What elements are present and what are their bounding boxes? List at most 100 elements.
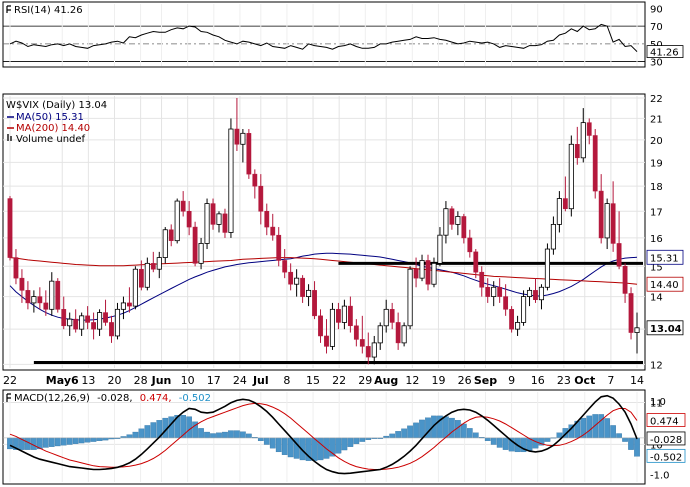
- candle-body: [19, 277, 25, 291]
- candle: [55, 278, 61, 313]
- candle-body: [252, 173, 258, 187]
- candle-body: [210, 203, 216, 225]
- candle-body: [55, 280, 61, 310]
- candle-body: [270, 226, 276, 236]
- candle-body: [401, 325, 407, 344]
- candle-body: [467, 237, 473, 253]
- x-tick-label: 15: [306, 374, 320, 387]
- candle: [568, 135, 574, 217]
- candle: [329, 302, 336, 350]
- candle-body: [222, 213, 228, 233]
- macd-histogram-bar: [383, 435, 390, 439]
- x-tick-label: 26: [458, 374, 472, 387]
- macd-legend-value: -0.028,: [97, 393, 132, 404]
- macd-histogram-bar: [78, 437, 85, 444]
- candle-body: [377, 325, 383, 344]
- macd-histogram-bar: [496, 437, 503, 448]
- x-tick-label: 22: [332, 374, 346, 387]
- candle: [168, 224, 174, 247]
- candle-body: [371, 342, 377, 358]
- candle: [252, 169, 258, 199]
- candle-body: [228, 128, 234, 233]
- candle: [359, 315, 365, 354]
- candle: [389, 302, 395, 330]
- candle: [550, 216, 556, 255]
- candle-body: [544, 248, 550, 288]
- macd-histogram-bar: [460, 423, 467, 439]
- candle: [186, 201, 192, 236]
- candle: [216, 211, 222, 233]
- x-tick-label: May6: [46, 374, 79, 387]
- candle-body: [622, 266, 628, 294]
- x-tick-label: 16: [531, 374, 545, 387]
- rsi-y-tick: 70: [650, 22, 663, 33]
- x-tick-label: Oct: [574, 374, 595, 387]
- candle: [192, 221, 198, 267]
- x-tick-label: 13: [81, 374, 95, 387]
- macd-histogram-bar: [353, 437, 360, 444]
- price-y-tick: 20: [650, 136, 663, 147]
- candle: [210, 198, 216, 230]
- macd-histogram-bar: [269, 437, 276, 449]
- candle: [85, 306, 91, 330]
- x-tick-label: Jul: [252, 374, 269, 387]
- candle: [485, 278, 491, 303]
- macd-histogram-bar: [42, 437, 49, 448]
- macd-histogram-bar: [234, 430, 240, 439]
- macd-histogram-bar: [466, 428, 473, 439]
- candle: [234, 97, 240, 151]
- candle: [455, 211, 461, 236]
- x-tick-label: Aug: [374, 374, 398, 387]
- candle: [574, 126, 580, 165]
- candle-body: [580, 122, 586, 159]
- candle: [395, 312, 401, 350]
- rsi-value-label: 41.26: [650, 48, 679, 59]
- macd-histogram-bar: [449, 417, 455, 439]
- rsi-line: [9, 23, 638, 52]
- candle: [246, 129, 252, 179]
- candle: [407, 266, 413, 330]
- candle: [383, 299, 389, 333]
- candle-body: [515, 322, 521, 330]
- candle-body: [306, 289, 312, 297]
- candle-body: [7, 198, 13, 258]
- macd-histogram-bar: [204, 431, 210, 439]
- last-price-label: 13.04: [650, 324, 682, 335]
- candle: [473, 249, 479, 279]
- candle: [461, 213, 467, 244]
- candle: [634, 312, 640, 354]
- candle: [276, 227, 282, 267]
- candle: [204, 198, 210, 250]
- ma50-value-label: 15.31: [650, 253, 679, 264]
- macd-histogram-bar: [347, 437, 354, 447]
- candle: [97, 309, 103, 336]
- candle-body: [97, 312, 103, 330]
- candle: [61, 296, 67, 330]
- macd-histogram-bar: [263, 437, 270, 445]
- macd-histogram-bar: [407, 425, 413, 439]
- rsi-value-box: [646, 45, 684, 58]
- candle: [616, 211, 622, 270]
- candle-body: [395, 322, 401, 344]
- price-legend-title: $VIX (Daily) 13.04: [16, 100, 107, 111]
- candle-body: [73, 318, 79, 330]
- ma200-value-label-box: [646, 276, 684, 292]
- candle-body: [550, 223, 556, 250]
- candle-body: [592, 135, 598, 192]
- candle: [467, 229, 473, 258]
- candle-body: [497, 287, 503, 297]
- ma200-value-label: 14.40: [650, 280, 679, 291]
- candle: [79, 312, 85, 336]
- macd-histogram-bar: [210, 433, 216, 439]
- ma50-legend-text: MA(50) 15.31: [16, 112, 84, 123]
- candle: [312, 281, 317, 320]
- macd-histogram-bar: [138, 428, 145, 439]
- macd-histogram-bar: [60, 437, 67, 446]
- x-tick-label: 24: [233, 374, 247, 387]
- candle: [562, 176, 568, 212]
- macd-histogram-bar: [502, 437, 509, 450]
- macd-histogram-bar: [150, 422, 157, 439]
- candle: [222, 208, 228, 238]
- x-tick-label: 29: [358, 374, 372, 387]
- macd-histogram-bar: [96, 437, 103, 442]
